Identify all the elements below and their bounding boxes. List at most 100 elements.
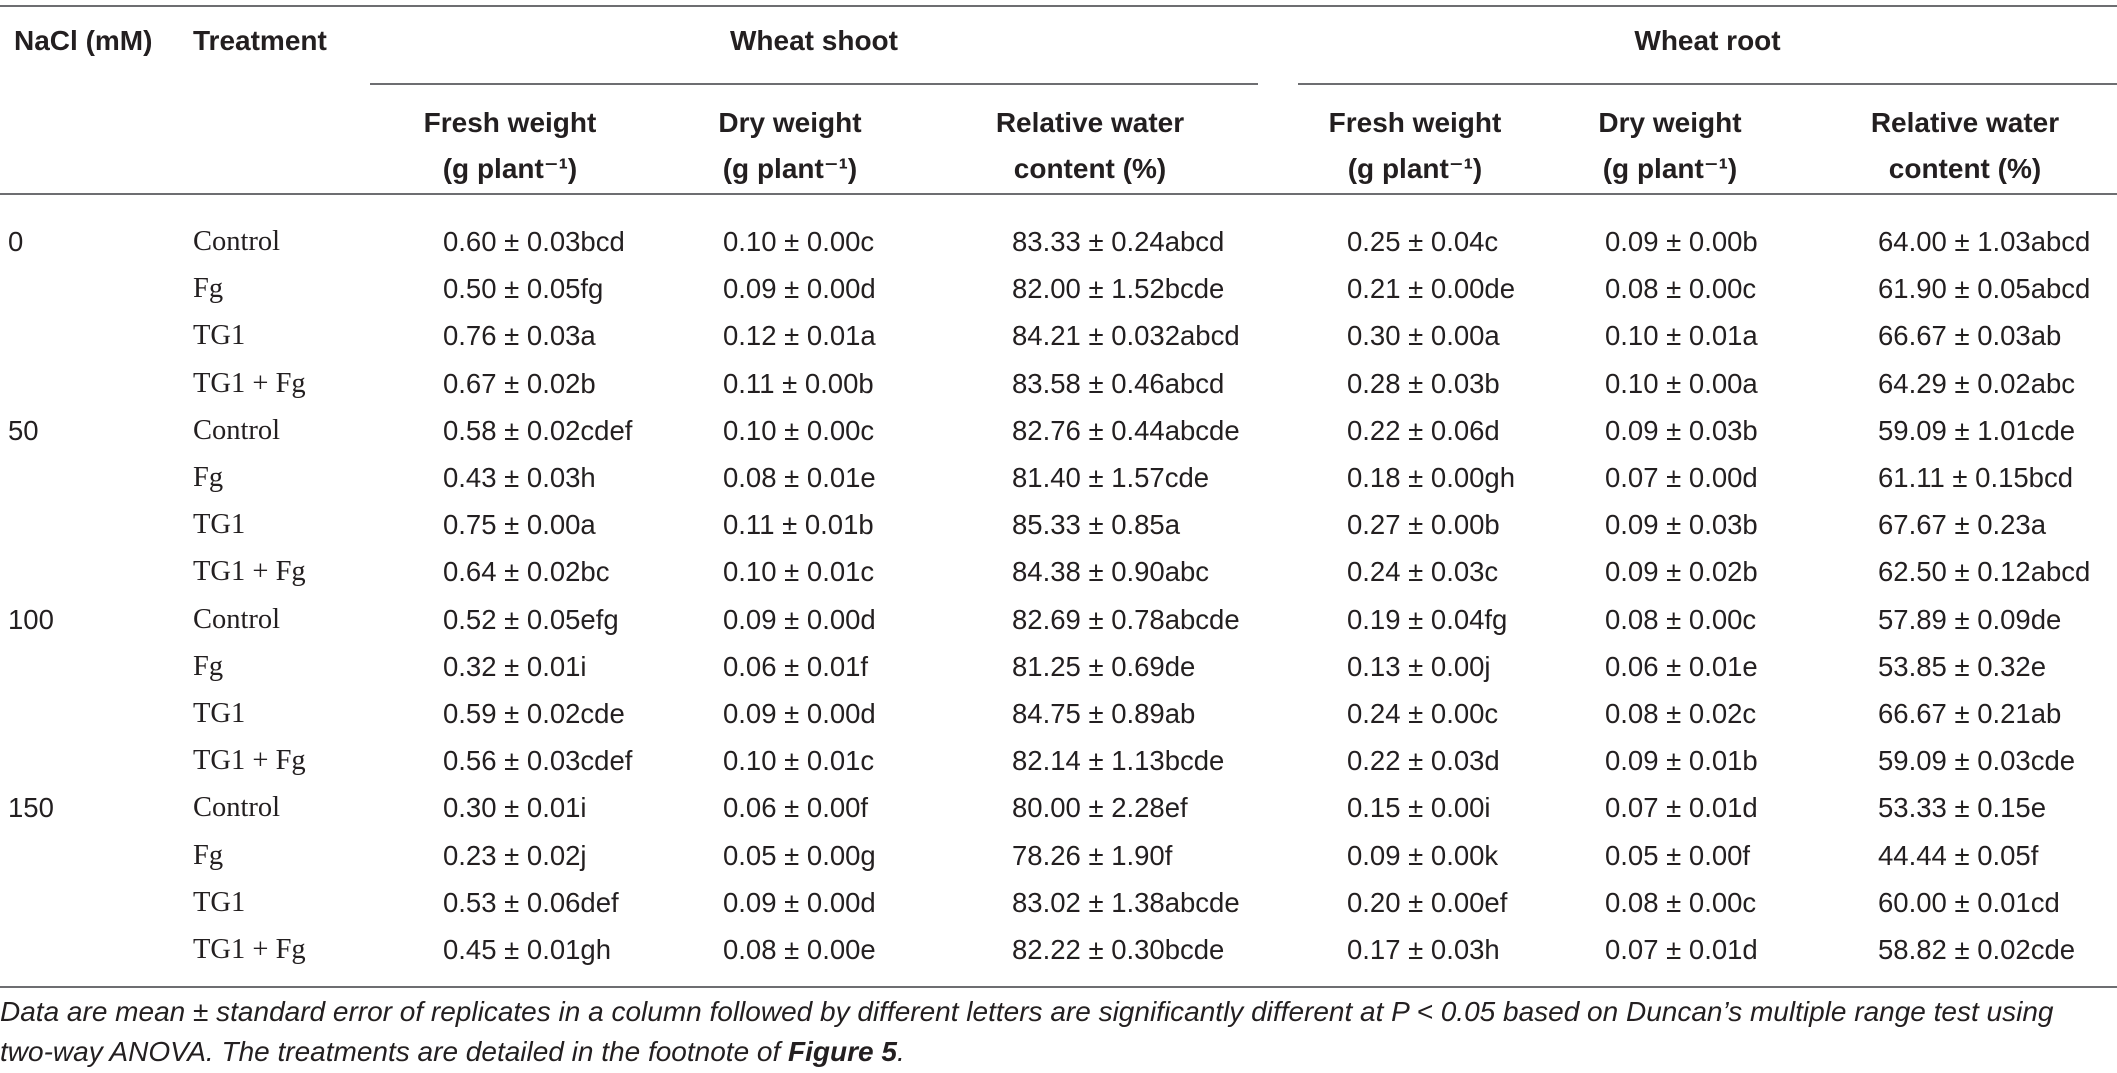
header-unit: content (%) [1013, 153, 1167, 184]
cell-root-dry-weight: 0.09 ± 0.01b [1605, 745, 1758, 777]
cell-root-relative-water: 64.29 ± 0.02abc [1878, 367, 2076, 399]
cell-shoot-dry-weight: 0.05 ± 0.00g [723, 839, 876, 871]
header-line: Dry weight [1598, 107, 1742, 138]
cell-shoot-dry-weight: 0.06 ± 0.01f [723, 650, 869, 682]
table-row: TG1 + Fg 0.45 ± 0.01gh 0.08 ± 0.00e 82.22 ±… [0, 926, 2117, 973]
header-shoot-fresh-weight: Fresh weight (g plant⁻¹) [390, 100, 630, 192]
header-shoot-dry-weight: Dry weight (g plant⁻¹) [680, 100, 900, 192]
cell-root-relative-water: 58.82 ± 0.02cde [1878, 934, 2076, 965]
cell-root-fresh-weight: 0.24 ± 0.03c [1347, 556, 1499, 588]
cell-root-dry-weight: 0.08 ± 0.00c [1605, 603, 1757, 635]
cell-shoot-relative-water: 82.00 ± 1.52bcde [1012, 273, 1225, 305]
cell-shoot-dry-weight: 0.10 ± 0.00c [723, 414, 875, 446]
cell-shoot-fresh-weight: 0.23 ± 0.02j [443, 839, 587, 871]
header-treatment: Treatment [193, 25, 327, 56]
header-unit: content (%) [1888, 153, 2042, 184]
cell-treatment: Fg [193, 462, 224, 493]
cell-shoot-relative-water: 83.58 ± 0.46abcd [1012, 367, 1225, 399]
cell-root-relative-water: 66.67 ± 0.03ab [1878, 320, 2062, 352]
cell-treatment: Control [193, 226, 281, 257]
cell-shoot-fresh-weight: 0.60 ± 0.03bcd [443, 226, 625, 257]
cell-root-fresh-weight: 0.27 ± 0.00b [1347, 509, 1500, 541]
cell-nacl: 150 [8, 792, 54, 824]
cell-root-fresh-weight: 0.17 ± 0.03h [1347, 934, 1500, 965]
table-row: TG1 0.76 ± 0.03a 0.12 ± 0.01a 84.21 ± 0.032… [0, 312, 2117, 359]
header-root-dry-weight: Dry weight (g plant⁻¹) [1560, 100, 1780, 192]
cell-shoot-dry-weight: 0.09 ± 0.00d [723, 886, 876, 918]
cell-shoot-dry-weight: 0.09 ± 0.00d [723, 603, 876, 635]
table-row: Fg 0.32 ± 0.01i 0.06 ± 0.01f 81.25 ± 0.69de… [0, 643, 2117, 690]
header-unit: (g plant⁻¹) [722, 153, 858, 184]
cell-treatment: TG1 [193, 698, 246, 729]
header-root-fresh-weight: Fresh weight (g plant⁻¹) [1295, 100, 1535, 192]
cell-shoot-dry-weight: 0.10 ± 0.00c [723, 226, 875, 257]
cell-treatment: TG1 [193, 509, 246, 541]
cell-shoot-dry-weight: 0.10 ± 0.01c [723, 556, 875, 588]
table-row: Fg 0.50 ± 0.05fg 0.09 ± 0.00d 82.00 ± 1.52b… [0, 265, 2117, 312]
cell-root-fresh-weight: 0.15 ± 0.00i [1347, 792, 1491, 824]
cell-shoot-relative-water: 78.26 ± 1.90f [1012, 839, 1173, 871]
table-row: TG1 + Fg 0.56 ± 0.03cdef 0.10 ± 0.01c 82.14… [0, 737, 2117, 784]
cell-shoot-fresh-weight: 0.76 ± 0.03a [443, 320, 596, 352]
header-wheat-root: Wheat root [1634, 25, 1781, 56]
cell-shoot-relative-water: 83.33 ± 0.24abcd [1012, 226, 1225, 257]
cell-root-dry-weight: 0.05 ± 0.00f [1605, 839, 1751, 871]
cell-shoot-fresh-weight: 0.75 ± 0.00a [443, 509, 596, 541]
cell-shoot-dry-weight: 0.08 ± 0.01e [723, 462, 876, 493]
cell-treatment: Fg [193, 273, 224, 305]
cell-root-dry-weight: 0.10 ± 0.01a [1605, 320, 1758, 352]
cell-root-relative-water: 67.67 ± 0.23a [1878, 509, 2047, 541]
cell-root-fresh-weight: 0.13 ± 0.00j [1347, 650, 1491, 682]
header-root-relative-water: Relative water content (%) [1830, 100, 2100, 192]
cell-root-dry-weight: 0.06 ± 0.01e [1605, 650, 1758, 682]
footnote-text: two-way ANOVA. The treatments are detail… [0, 1036, 789, 1067]
cell-root-relative-water: 53.33 ± 0.15e [1878, 792, 2047, 824]
table-row: 150 Control 0.30 ± 0.01i 0.06 ± 0.00f 80.00 … [0, 784, 2117, 831]
cell-root-relative-water: 44.44 ± 0.05f [1878, 839, 2039, 871]
cell-shoot-dry-weight: 0.08 ± 0.00e [723, 934, 876, 965]
cell-shoot-relative-water: 84.38 ± 0.90abc [1012, 556, 1210, 588]
cell-root-fresh-weight: 0.18 ± 0.00gh [1347, 462, 1516, 493]
cell-root-dry-weight: 0.08 ± 0.00c [1605, 273, 1757, 305]
header-unit: (g plant⁻¹) [1347, 153, 1483, 184]
cell-root-fresh-weight: 0.30 ± 0.00a [1347, 320, 1500, 352]
cell-shoot-relative-water: 83.02 ± 1.38abcde [1012, 886, 1240, 918]
cell-shoot-fresh-weight: 0.50 ± 0.05fg [443, 273, 604, 305]
cell-shoot-relative-water: 84.75 ± 0.89ab [1012, 698, 1196, 729]
cell-treatment: Control [193, 414, 281, 446]
cell-treatment: TG1 + Fg [193, 367, 306, 399]
cell-shoot-dry-weight: 0.09 ± 0.00d [723, 698, 876, 729]
cell-nacl: 0 [8, 226, 24, 257]
cell-root-fresh-weight: 0.22 ± 0.06d [1347, 414, 1500, 446]
table-header-rule [0, 193, 2117, 195]
header-line: Relative water [1870, 107, 2060, 138]
cell-root-relative-water: 61.90 ± 0.05abcd [1878, 273, 2091, 305]
table-footnote: Data are mean ± standard error of replic… [0, 992, 2117, 1072]
cell-shoot-fresh-weight: 0.64 ± 0.02bc [443, 556, 610, 588]
cell-root-dry-weight: 0.09 ± 0.03b [1605, 509, 1758, 541]
cell-root-dry-weight: 0.09 ± 0.00b [1605, 226, 1758, 257]
cell-treatment: TG1 + Fg [193, 934, 306, 965]
shoot-group-rule [370, 83, 1258, 85]
cell-shoot-fresh-weight: 0.56 ± 0.03cdef [443, 745, 633, 777]
cell-treatment: TG1 [193, 886, 246, 918]
table-row: TG1 0.59 ± 0.02cde 0.09 ± 0.00d 84.75 ± 0.8… [0, 690, 2117, 737]
header-shoot-relative-water: Relative water content (%) [955, 100, 1225, 192]
cell-shoot-relative-water: 81.40 ± 1.57cde [1012, 462, 1210, 493]
cell-treatment: Fg [193, 650, 224, 682]
cell-root-relative-water: 64.00 ± 1.03abcd [1878, 226, 2091, 257]
cell-shoot-relative-water: 80.00 ± 2.28ef [1012, 792, 1188, 824]
cell-root-relative-water: 57.89 ± 0.09de [1878, 603, 2062, 635]
cell-root-relative-water: 59.09 ± 0.03cde [1878, 745, 2076, 777]
cell-treatment: Control [193, 792, 281, 824]
cell-root-dry-weight: 0.09 ± 0.03b [1605, 414, 1758, 446]
cell-shoot-fresh-weight: 0.32 ± 0.01i [443, 650, 587, 682]
cell-shoot-dry-weight: 0.11 ± 0.00b [723, 367, 874, 399]
cell-treatment: Control [193, 603, 281, 635]
cell-root-relative-water: 60.00 ± 0.01cd [1878, 886, 2060, 918]
cell-shoot-dry-weight: 0.12 ± 0.01a [723, 320, 876, 352]
table-row: TG1 0.75 ± 0.00a 0.11 ± 0.01b 85.33 ± 0.85a… [0, 501, 2117, 548]
figure-reference-link[interactable]: Figure 5 [788, 1036, 897, 1067]
cell-root-relative-water: 61.11 ± 0.15bcd [1878, 462, 2074, 493]
cell-shoot-relative-water: 82.14 ± 1.13bcde [1012, 745, 1225, 777]
